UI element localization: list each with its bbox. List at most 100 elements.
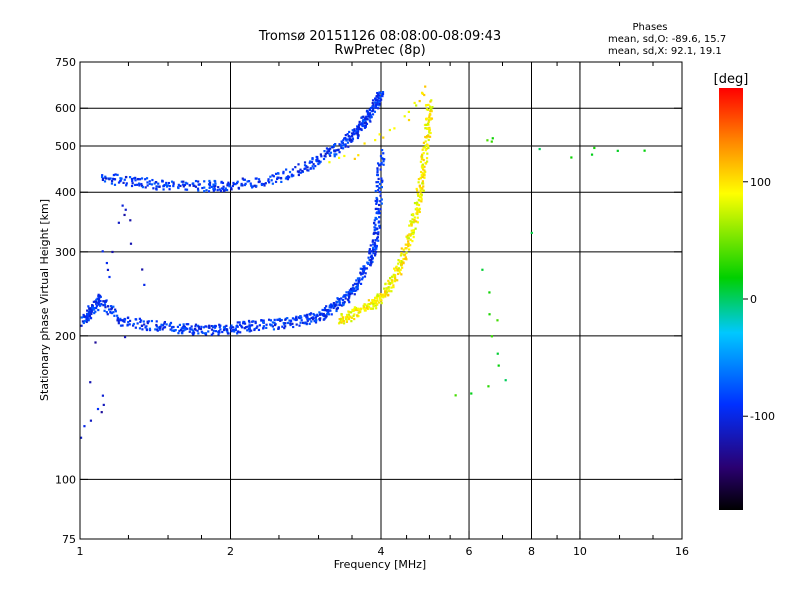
- series-points: [79, 204, 146, 439]
- data-point: [332, 305, 335, 308]
- data-point: [416, 221, 419, 224]
- data-point: [100, 176, 104, 179]
- data-point: [82, 321, 85, 325]
- data-point: [151, 178, 154, 182]
- data-point: [390, 290, 393, 293]
- data-point: [213, 188, 216, 191]
- data-point: [183, 183, 187, 187]
- data-point: [108, 308, 111, 311]
- data-point: [116, 319, 119, 322]
- data-point: [274, 172, 278, 175]
- data-point: [155, 188, 158, 191]
- data-point: [319, 317, 322, 320]
- data-point: [381, 179, 384, 182]
- data-point: [376, 299, 379, 302]
- data-point: [176, 325, 180, 328]
- data-point: [240, 325, 243, 328]
- data-point: [230, 186, 233, 189]
- x-tick-label: 4: [378, 545, 385, 558]
- data-point: [219, 328, 222, 331]
- data-point: [147, 320, 150, 323]
- data-point: [361, 278, 364, 281]
- data-point: [289, 322, 292, 325]
- data-point: [177, 186, 180, 190]
- data-point: [359, 271, 362, 274]
- data-point: [233, 330, 236, 333]
- data-point: [341, 318, 344, 321]
- data-point: [422, 158, 425, 162]
- data-point: [169, 323, 172, 326]
- data-point: [400, 247, 403, 250]
- data-point: [593, 146, 596, 150]
- data-point: [128, 319, 132, 322]
- data-point: [327, 148, 330, 151]
- data-point: [374, 216, 377, 220]
- data-point: [424, 104, 428, 107]
- data-point: [317, 162, 320, 166]
- data-point: [388, 277, 392, 280]
- data-point: [323, 318, 326, 321]
- data-point: [323, 306, 327, 310]
- data-point: [240, 326, 244, 329]
- data-point: [306, 166, 309, 169]
- data-point: [361, 276, 364, 279]
- data-point: [328, 309, 331, 312]
- data-point: [538, 147, 541, 151]
- data-point: [373, 299, 376, 302]
- data-point: [372, 249, 375, 252]
- data-point: [91, 306, 94, 309]
- data-point: [415, 207, 418, 210]
- data-point: [251, 324, 254, 327]
- data-point: [104, 306, 107, 309]
- data-point: [362, 271, 365, 274]
- data-point: [91, 304, 94, 307]
- data-point: [376, 236, 379, 239]
- data-point: [155, 181, 158, 184]
- data-point: [354, 308, 357, 312]
- data-point: [272, 175, 275, 178]
- data-point: [232, 183, 235, 186]
- data-point: [379, 100, 382, 103]
- data-point: [326, 151, 329, 155]
- data-point: [204, 333, 208, 336]
- data-point: [119, 317, 122, 320]
- data-point: [242, 320, 245, 324]
- data-point: [204, 325, 207, 328]
- data-point: [101, 394, 105, 397]
- data-point: [157, 182, 160, 185]
- data-point: [299, 171, 303, 174]
- data-point: [370, 301, 373, 304]
- data-point: [378, 216, 381, 219]
- data-point: [122, 319, 125, 323]
- data-point: [353, 129, 356, 132]
- data-point: [363, 306, 366, 309]
- data-point: [297, 316, 300, 319]
- data-point: [320, 155, 323, 158]
- data-point: [358, 120, 361, 124]
- data-point: [203, 180, 206, 183]
- data-point: [212, 183, 215, 186]
- data-point: [373, 254, 377, 257]
- data-point: [286, 177, 289, 180]
- data-point: [357, 154, 360, 157]
- data-point: [340, 321, 343, 324]
- data-point: [362, 304, 365, 307]
- data-point: [98, 294, 101, 297]
- data-point: [372, 221, 376, 225]
- data-point: [332, 301, 335, 305]
- data-point: [123, 318, 127, 321]
- data-point: [249, 182, 252, 185]
- data-point: [341, 316, 345, 319]
- data-point: [374, 301, 377, 305]
- data-point: [378, 226, 381, 229]
- data-point: [380, 299, 383, 302]
- y-tick-label: 200: [55, 330, 76, 343]
- data-point: [411, 218, 414, 221]
- data-point: [286, 321, 290, 325]
- data-point: [116, 173, 119, 177]
- data-point: [159, 325, 162, 328]
- data-point: [350, 311, 353, 314]
- data-point: [393, 274, 397, 277]
- data-point: [342, 144, 345, 147]
- data-point: [396, 268, 399, 271]
